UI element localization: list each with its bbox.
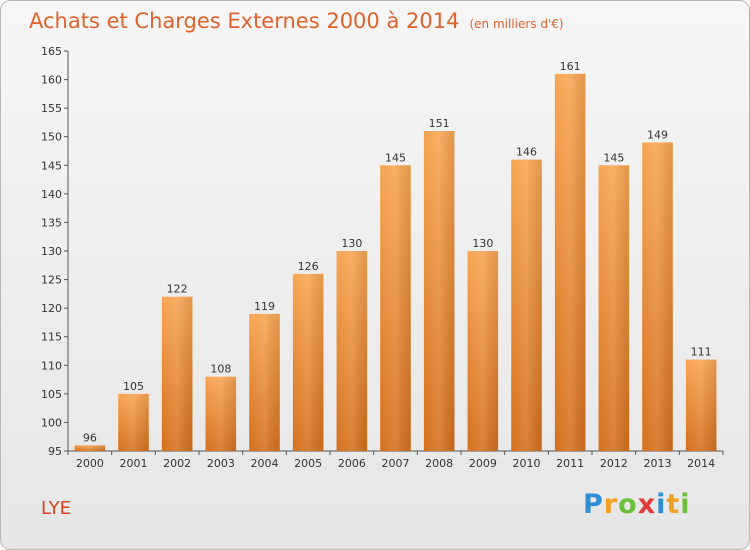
y-tick-label: 135 — [41, 216, 62, 229]
y-tick-label: 120 — [41, 302, 62, 315]
bar-value-label: 146 — [516, 146, 537, 159]
bars — [74, 73, 717, 452]
x-tick-label: 2013 — [644, 457, 672, 470]
bar-shine — [292, 273, 324, 451]
bar-value-label: 130 — [472, 237, 493, 250]
x-tick-label: 2008 — [425, 457, 453, 470]
x-tick-label: 2014 — [687, 457, 715, 470]
bar-shine — [249, 313, 280, 451]
x-tick-label: 2003 — [207, 457, 235, 470]
y-tick-label: 150 — [41, 131, 62, 144]
bar-shine — [380, 165, 411, 452]
y-tick-label: 160 — [41, 74, 62, 87]
y-tick-label: 155 — [41, 102, 62, 115]
chart-title: Achats et Charges Externes 2000 à 2014 (e… — [29, 9, 564, 33]
x-tick-label: 2006 — [338, 457, 366, 470]
bar-shine — [74, 445, 106, 451]
y-tick-label: 165 — [41, 45, 62, 58]
bar-value-label: 145 — [603, 151, 624, 164]
bar-shine — [511, 159, 542, 452]
logo-letter: o — [618, 489, 638, 520]
logo-letter: r — [603, 489, 619, 520]
x-tick-label: 2004 — [251, 457, 279, 470]
bar-shine — [161, 296, 193, 451]
bar-shine — [423, 131, 455, 451]
bar-shine — [467, 251, 499, 451]
bar-shine — [685, 359, 717, 451]
bar-shine — [598, 165, 630, 452]
logo-letter: P — [583, 489, 604, 520]
bar-value-label: 149 — [647, 128, 668, 141]
x-tick-label: 2012 — [600, 457, 628, 470]
value-labels: 96 105 122 108 119 126 130 145 151 130 146 161 145 14… — [83, 60, 712, 444]
x-tick-label: 2011 — [556, 457, 584, 470]
logo-letter: i — [680, 489, 691, 520]
bar-shine — [554, 73, 586, 451]
bar-value-label: 119 — [254, 300, 275, 313]
axes: 95 100 105 110 115 120 125 130 135 140 145 150 155 16… — [41, 45, 724, 470]
x-tick-label: 2007 — [382, 457, 410, 470]
x-tick-label: 2010 — [513, 457, 541, 470]
logo-letter: i — [656, 489, 667, 520]
logo-letter: x — [637, 489, 657, 520]
x-tick-label: 2005 — [294, 457, 322, 470]
x-tick-label: 2002 — [163, 457, 191, 470]
bar-value-label: 111 — [691, 346, 712, 359]
x-tick-label: 2009 — [469, 457, 497, 470]
y-tick-label: 95 — [48, 445, 62, 458]
y-tick-label: 115 — [41, 331, 62, 344]
bar-value-label: 130 — [341, 237, 362, 250]
x-tick-label: 2000 — [76, 457, 104, 470]
y-tick-label: 125 — [41, 274, 62, 287]
bar-value-label: 161 — [560, 60, 581, 73]
bar-value-label: 96 — [83, 431, 97, 444]
bar-value-label: 108 — [210, 363, 231, 376]
y-tick-label: 145 — [41, 159, 62, 172]
x-tick-label: 2001 — [120, 457, 148, 470]
bar-shine — [118, 393, 149, 451]
bar-value-label: 105 — [123, 380, 144, 393]
bar-shine — [336, 251, 368, 451]
bar-value-label: 122 — [167, 283, 188, 296]
bar-value-label: 126 — [298, 260, 319, 273]
logo-letter: t — [666, 489, 681, 520]
bar-value-label: 151 — [429, 117, 450, 130]
chart-subtitle: (en milliers d'€) — [469, 17, 564, 31]
y-tick-label: 100 — [41, 416, 62, 429]
y-tick-label: 110 — [41, 359, 62, 372]
proxiti-logo: Proxiti — [583, 489, 691, 520]
y-tick-label: 130 — [41, 245, 62, 258]
bar-shine — [642, 142, 673, 451]
bar-shine — [205, 376, 237, 451]
place-name: LYE — [41, 498, 72, 519]
y-tick-label: 140 — [41, 188, 62, 201]
chart-title-text: Achats et Charges Externes 2000 à 2014 — [29, 9, 460, 33]
bar-value-label: 145 — [385, 151, 406, 164]
y-tick-label: 105 — [41, 388, 62, 401]
